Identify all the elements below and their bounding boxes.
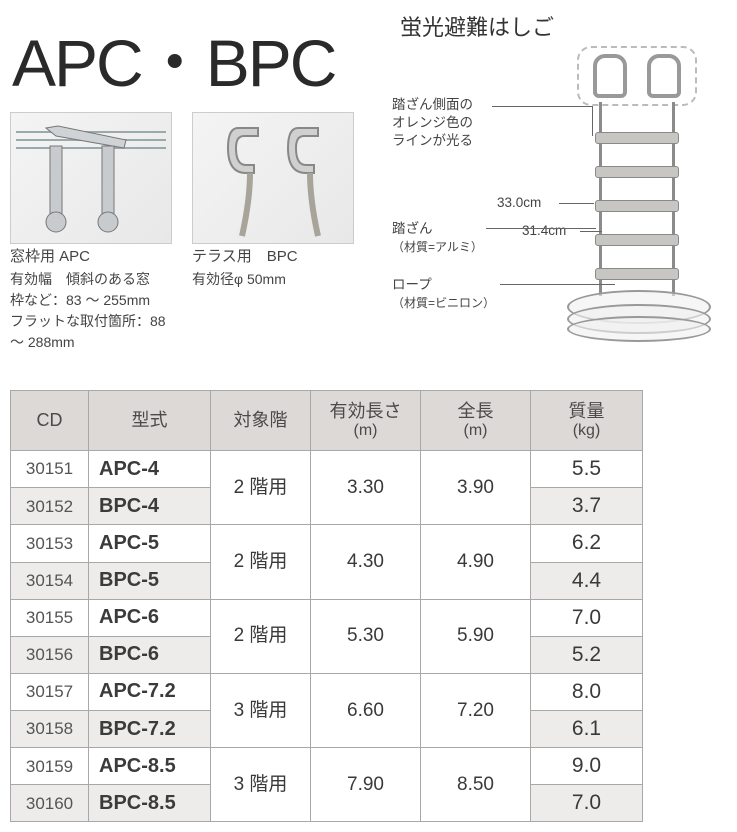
cell-cd: 30159 — [11, 748, 89, 785]
cell-cd: 30157 — [11, 673, 89, 710]
bpc-hook-img — [192, 112, 354, 244]
cell-floor: 2 階用 — [211, 525, 311, 599]
th-floor: 対象階 — [211, 391, 311, 451]
cell-model: BPC-7.2 — [89, 711, 211, 748]
cell-len: 4.30 — [311, 525, 421, 599]
cell-mass: 5.2 — [531, 636, 643, 673]
cell-len: 3.30 — [311, 451, 421, 525]
cell-total: 4.90 — [421, 525, 531, 599]
annot-rope-label: ロープ — [392, 277, 432, 292]
ladder-title: 蛍光避難はしご — [400, 10, 727, 42]
page-title: APC・BPC — [12, 10, 378, 106]
bpc-heading: テラス用 BPC — [192, 246, 354, 269]
cell-cd: 30151 — [11, 451, 89, 488]
cell-cd: 30156 — [11, 636, 89, 673]
th-total: 全長(m) — [421, 391, 531, 451]
cell-floor: 2 階用 — [211, 451, 311, 525]
cell-total: 8.50 — [421, 748, 531, 822]
cell-model: APC-6 — [89, 599, 211, 636]
cell-mass: 9.0 — [531, 748, 643, 785]
table-row: 30153APC-52 階用4.304.906.2 — [11, 525, 643, 562]
cell-cd: 30153 — [11, 525, 89, 562]
annot-rung-mat: （材質=アルミ） — [392, 240, 483, 254]
cell-floor: 3 階用 — [211, 748, 311, 822]
cell-cd: 30154 — [11, 562, 89, 599]
table-row: 30151APC-42 階用3.303.905.5 — [11, 451, 643, 488]
cell-model: APC-8.5 — [89, 748, 211, 785]
cell-mass: 6.2 — [531, 525, 643, 562]
th-mass: 質量(kg) — [531, 391, 643, 451]
annot-side-line: オレンジ色の — [392, 115, 473, 130]
cell-len: 6.60 — [311, 673, 421, 747]
bpc-spec-line: 有効径φ 50mm — [192, 269, 354, 290]
ladder-figure: 踏ざん側面の オレンジ色の ラインが光る 33.0cm 31.4cm 踏ざん （… — [392, 46, 727, 376]
cell-mass: 7.0 — [531, 785, 643, 822]
cell-model: BPC-5 — [89, 562, 211, 599]
annot-dim-33: 33.0cm — [497, 195, 541, 210]
table-row: 30155APC-62 階用5.305.907.0 — [11, 599, 643, 636]
annot-rung-label: 踏ざん — [392, 221, 433, 236]
th-len: 有効長さ(m) — [311, 391, 421, 451]
cell-model: APC-4 — [89, 451, 211, 488]
cell-cd: 30155 — [11, 599, 89, 636]
cell-total: 3.90 — [421, 451, 531, 525]
cell-mass: 3.7 — [531, 488, 643, 525]
annot-side-line: ラインが光る — [392, 133, 473, 148]
cell-floor: 3 階用 — [211, 673, 311, 747]
table-row: 30159APC-8.53 階用7.908.509.0 — [11, 748, 643, 785]
cell-floor: 2 階用 — [211, 599, 311, 673]
cell-mass: 4.4 — [531, 562, 643, 599]
annot-dim-31: 31.4cm — [522, 223, 566, 238]
cell-mass: 5.5 — [531, 451, 643, 488]
cell-cd: 30152 — [11, 488, 89, 525]
cell-mass: 8.0 — [531, 673, 643, 710]
th-cd: CD — [11, 391, 89, 451]
apc-spec-line: ～ 288mm — [10, 332, 172, 353]
th-model: 型式 — [89, 391, 211, 451]
cell-mass: 6.1 — [531, 711, 643, 748]
apc-bracket-img — [10, 112, 172, 244]
cell-model: BPC-4 — [89, 488, 211, 525]
cell-model: BPC-6 — [89, 636, 211, 673]
cell-cd: 30160 — [11, 785, 89, 822]
apc-spec-line: 有効幅 傾斜のある窓 — [10, 269, 172, 290]
annot-side-line: 踏ざん側面の — [392, 97, 473, 112]
cell-total: 7.20 — [421, 673, 531, 747]
cell-model: APC-5 — [89, 525, 211, 562]
cell-total: 5.90 — [421, 599, 531, 673]
cell-model: APC-7.2 — [89, 673, 211, 710]
cell-mass: 7.0 — [531, 599, 643, 636]
apc-spec-line: 枠など：83 ～ 255mm — [10, 290, 172, 311]
annot-rope-mat: （材質=ビニロン） — [392, 296, 495, 310]
cell-model: BPC-8.5 — [89, 785, 211, 822]
apc-heading: 窓枠用 APC — [10, 246, 172, 269]
table-row: 30157APC-7.23 階用6.607.208.0 — [11, 673, 643, 710]
spec-table: CD 型式 対象階 有効長さ(m) 全長(m) 質量(kg) 30151APC-… — [10, 390, 643, 822]
cell-cd: 30158 — [11, 711, 89, 748]
cell-len: 5.30 — [311, 599, 421, 673]
cell-len: 7.90 — [311, 748, 421, 822]
apc-spec-line: フラットな取付箇所：88 — [10, 311, 172, 332]
